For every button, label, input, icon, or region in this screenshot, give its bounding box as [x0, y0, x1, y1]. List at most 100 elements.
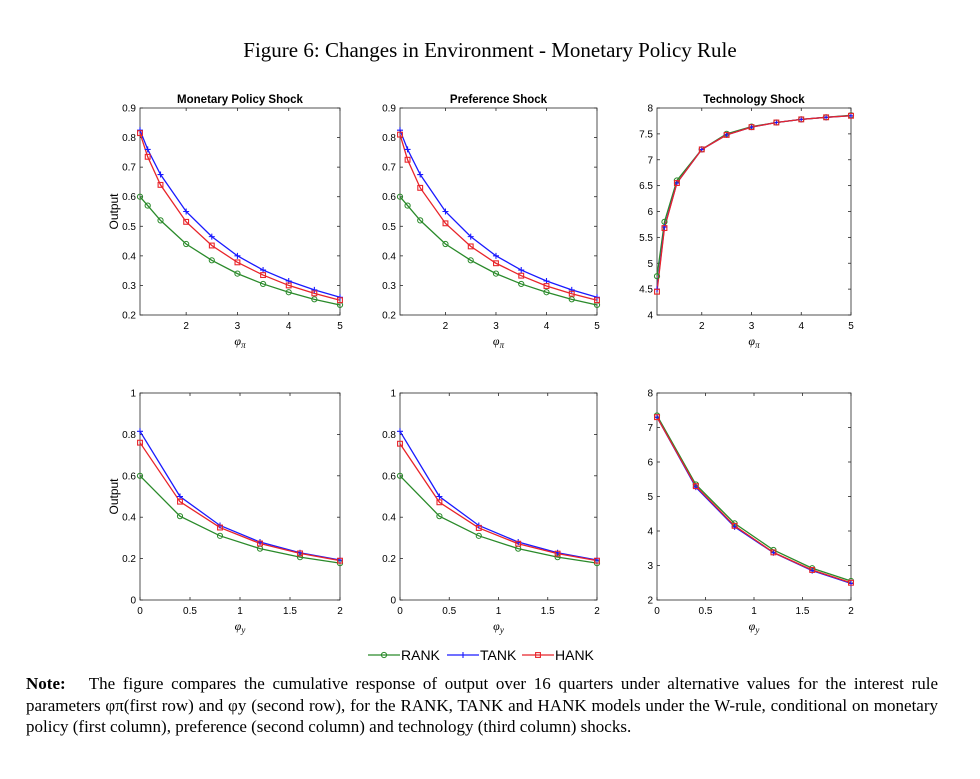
rank-marker — [475, 532, 482, 539]
tank-marker — [311, 286, 318, 293]
figure-note: Note: The figure compares the cumulative… — [26, 673, 938, 738]
tank-marker — [137, 428, 143, 435]
tank-marker — [144, 146, 151, 153]
panel-title: Preference Shock — [450, 94, 548, 106]
rank-marker — [404, 202, 411, 209]
x-tick-label: 4 — [544, 321, 550, 332]
x-tick-label: 0 — [654, 606, 660, 617]
y-tick-label: 0.3 — [122, 281, 136, 292]
x-tick-label: 2 — [443, 321, 449, 332]
series-line-hank — [139, 442, 341, 562]
y-tick-label: 0.4 — [122, 513, 136, 524]
tank-marker — [183, 208, 190, 215]
y-tick-label: 7 — [647, 423, 653, 434]
hank-marker — [260, 272, 267, 279]
hank-marker — [285, 282, 292, 289]
series-line-hank — [399, 443, 598, 562]
hank-marker — [257, 540, 263, 547]
series-line-tank — [399, 129, 598, 298]
y-tick-label: 0.5 — [382, 222, 396, 233]
hank-marker — [594, 297, 600, 304]
y-tick-label: 3 — [647, 561, 653, 572]
hank-marker — [654, 414, 660, 421]
panel-2: 0.2 0.3 0.4 0.5 0.6 0.7 0.8 0.9 2 3 4 5 Preference S… — [382, 94, 600, 350]
y-tick-label: 4 — [647, 311, 653, 322]
rank-marker — [442, 240, 449, 248]
x-tick-label: 3 — [235, 321, 241, 332]
tank-marker — [137, 127, 143, 134]
x-axis-label: φy — [749, 619, 760, 635]
y-tick-label: 0.2 — [122, 554, 136, 565]
series-line-tank — [139, 430, 341, 561]
x-tick-label: 3 — [493, 321, 499, 332]
y-tick-label: 0.7 — [382, 163, 396, 174]
y-tick-label: 6.5 — [639, 181, 653, 192]
tank-marker — [404, 146, 411, 153]
legend-label-tank: TANK — [480, 647, 517, 663]
y-tick-label: 5 — [647, 259, 653, 270]
y-tick-label: 8 — [647, 389, 653, 400]
series-line-tank — [656, 115, 852, 290]
x-tick-label: 1 — [496, 606, 502, 617]
x-tick-label: 5 — [848, 321, 854, 332]
tank-marker — [568, 286, 575, 293]
hank-marker — [770, 549, 777, 556]
plot-frame — [139, 107, 341, 316]
series-line-hank — [399, 134, 598, 301]
series-line-tank — [399, 430, 598, 561]
hank-marker — [337, 557, 343, 564]
rank-marker — [234, 270, 241, 277]
tank-marker — [208, 233, 215, 240]
tank-marker — [442, 208, 449, 215]
x-tick-label: 0 — [397, 606, 403, 617]
rank-marker — [144, 202, 151, 209]
hank-marker — [773, 119, 780, 126]
rank-marker — [183, 240, 190, 248]
hank-marker — [809, 567, 816, 573]
y-tick-label: 0.2 — [382, 311, 396, 322]
y-tick-label: 0 — [130, 596, 136, 607]
rank-marker — [157, 217, 164, 224]
panel-3: 4 4.5 5 5.5 6 6.5 7 7.5 8 2 3 4 5 Technology Shock φπ — [639, 94, 854, 350]
tank-marker — [234, 252, 241, 259]
panel-6: 2 3 4 5 6 7 8 0 0.5 1 1.5 2 φy — [647, 389, 854, 636]
hank-marker — [848, 579, 854, 586]
rank-marker — [285, 289, 292, 296]
x-tick-label: 0.5 — [442, 606, 456, 617]
y-tick-label: 6 — [647, 207, 653, 218]
y-tick-label: 8 — [647, 104, 653, 115]
hank-marker — [654, 288, 660, 295]
y-tick-label: 0.6 — [122, 471, 136, 482]
tank-marker — [337, 294, 343, 301]
hank-marker — [543, 283, 550, 289]
hank-marker — [698, 146, 705, 153]
rank-marker — [396, 472, 404, 479]
x-tick-label: 1.5 — [541, 606, 555, 617]
x-tick-label: 2 — [337, 606, 343, 617]
y-tick-label: 0.8 — [382, 430, 396, 441]
plot-frame — [656, 392, 852, 601]
rank-marker — [380, 651, 388, 659]
hank-marker — [404, 156, 411, 163]
y-tick-label: 0.7 — [122, 163, 136, 174]
hank-marker — [554, 550, 561, 557]
hank-marker — [397, 440, 403, 447]
y-tick-label: 0.8 — [382, 133, 396, 144]
panel-title: Monetary Policy Shock — [177, 94, 304, 106]
legend: RANK TANK HANK — [368, 647, 595, 663]
hank-marker — [417, 184, 424, 191]
x-tick-label: 1.5 — [283, 606, 297, 617]
y-tick-label: 2 — [647, 596, 653, 607]
y-axis-label: Output — [107, 193, 121, 230]
hank-marker — [234, 259, 241, 266]
legend-label-rank: RANK — [401, 647, 441, 663]
series-line-rank — [399, 196, 598, 306]
hank-marker — [673, 180, 680, 186]
tank-marker — [492, 252, 499, 259]
tank-marker — [436, 493, 443, 500]
tank-marker — [260, 267, 267, 274]
series-line-hank — [656, 416, 852, 584]
hank-marker — [535, 652, 541, 658]
hank-marker — [137, 439, 143, 446]
hank-marker — [515, 540, 522, 547]
